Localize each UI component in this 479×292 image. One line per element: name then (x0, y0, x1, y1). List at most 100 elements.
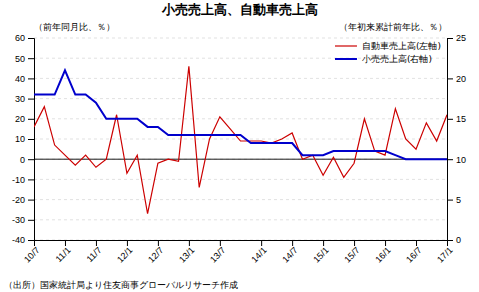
tick-label: 14/7 (280, 245, 299, 264)
x-axis: 10/7 11/1 11/7 12/1 12/7 13/1 13/7 14/1 14/7 15/1… (22, 240, 454, 265)
tick: 20 (15, 114, 34, 124)
legend: 自動車売上高(左軸) 小売売上高(右軸) (335, 41, 441, 64)
tick-label: 16/1 (373, 245, 392, 264)
tick-mark (28, 200, 34, 201)
tick: -40 (12, 235, 34, 245)
axis-line (28, 39, 35, 241)
tick-mark (28, 179, 34, 180)
tick-label: -10 (12, 175, 25, 185)
tick-label: 20 (15, 114, 25, 124)
tick-mark (447, 38, 453, 39)
tick-mark (447, 159, 453, 160)
y2-axis-label: （年初来累計前年比、％） (339, 22, 447, 32)
tick: 15/1 (311, 240, 330, 265)
tick-label: -20 (12, 195, 25, 205)
tick-mark (447, 240, 453, 241)
tick-label: 40 (15, 74, 25, 84)
tick-label: 13/7 (208, 245, 227, 264)
tick: 10 (447, 155, 466, 165)
grid (34, 38, 447, 240)
tick: 12/7 (146, 240, 165, 265)
tick: 17/1 (435, 240, 454, 265)
grid-line (34, 78, 447, 79)
tick: 25 (447, 33, 466, 43)
tick-label: 15 (456, 114, 466, 124)
tick-label: 10 (456, 155, 466, 165)
tick-label: 25 (456, 33, 466, 43)
tick-mark (28, 240, 34, 241)
tick: 20 (447, 74, 466, 84)
legend-item: 自動車売上高(左軸) (335, 41, 441, 51)
tick: 15/7 (342, 240, 361, 265)
tick-label: -30 (12, 215, 25, 225)
tick-label: -40 (12, 235, 25, 245)
tick: 14/7 (280, 240, 299, 265)
tick-label: 5 (456, 195, 461, 205)
tick-mark (447, 119, 453, 120)
grid-line (34, 199, 447, 200)
tick-label: 0 (456, 235, 461, 245)
tick-label: 12/1 (115, 245, 134, 264)
y-axis-label: （前年同月比、％） (34, 22, 115, 32)
tick: 30 (15, 94, 34, 104)
tick-label: 11/1 (54, 245, 73, 264)
tick-label: 15/1 (311, 245, 330, 264)
y2-axis: 0 5 10 15 20 25 (447, 33, 466, 245)
tick-mark (447, 200, 453, 201)
note: （出所）国家統計局より住友商事グローバルリサーチ作成 (4, 280, 238, 290)
tick-mark (28, 38, 34, 39)
tick-mark (28, 78, 34, 79)
tick-label: 10/7 (22, 245, 41, 264)
tick: 13/1 (177, 240, 196, 265)
grid-line (34, 139, 447, 140)
grid-line (34, 179, 447, 180)
legend-swatch (335, 58, 357, 60)
tick-mark (447, 78, 453, 79)
tick-label: 16/7 (404, 245, 423, 264)
y-axis: -40 -30 -20 -10 0 10 20 30 40 50 60 (12, 33, 35, 245)
tick: 16/7 (404, 240, 423, 265)
tick: 10 (15, 134, 34, 144)
tick-mark (28, 119, 34, 120)
tick-label: 20 (456, 74, 466, 84)
tick-mark (28, 159, 34, 160)
tick-mark (28, 139, 34, 140)
tick-mark (28, 99, 34, 100)
tick: 0 (20, 155, 34, 165)
tick: 5 (447, 195, 461, 205)
tick-label: 60 (15, 33, 25, 43)
tick-label: 15/7 (342, 245, 361, 264)
tick: 12/1 (115, 240, 134, 265)
tick: 60 (15, 33, 34, 43)
legend-label: 小売売上高(右軸) (362, 54, 432, 64)
tick: 11/7 (85, 240, 104, 264)
tick: -10 (12, 175, 34, 185)
legend-item: 小売売上高(右軸) (335, 54, 432, 64)
tick-label: 17/1 (435, 245, 454, 264)
tick: 40 (15, 74, 34, 84)
tick: 50 (15, 54, 34, 64)
tick: 0 (447, 235, 461, 245)
grid-line (34, 38, 447, 39)
tick: 11/1 (54, 240, 73, 264)
grid-line (34, 118, 447, 119)
grid-line (34, 219, 447, 220)
tick-mark (28, 220, 34, 221)
legend-swatch (335, 45, 357, 46)
series-line (34, 70, 447, 159)
zero-line (34, 159, 447, 160)
tick: -20 (12, 195, 34, 205)
tick-mark (28, 58, 34, 59)
tick: 10/7 (22, 240, 41, 265)
tick-label: 12/7 (146, 245, 165, 264)
tick-label: 13/1 (177, 245, 196, 264)
series-line (34, 66, 447, 213)
title: 小売売上高、自動車売上高 (161, 2, 318, 17)
plot-area (34, 66, 447, 213)
chart: 10/7 11/1 11/7 12/1 12/7 13/1 13/7 14/1 14/7 15/1… (0, 0, 479, 292)
tick-label: 11/7 (85, 245, 104, 264)
tick: 16/1 (373, 240, 392, 265)
tick: 14/1 (249, 240, 268, 265)
grid-line (34, 98, 447, 99)
tick: 13/7 (208, 240, 227, 265)
